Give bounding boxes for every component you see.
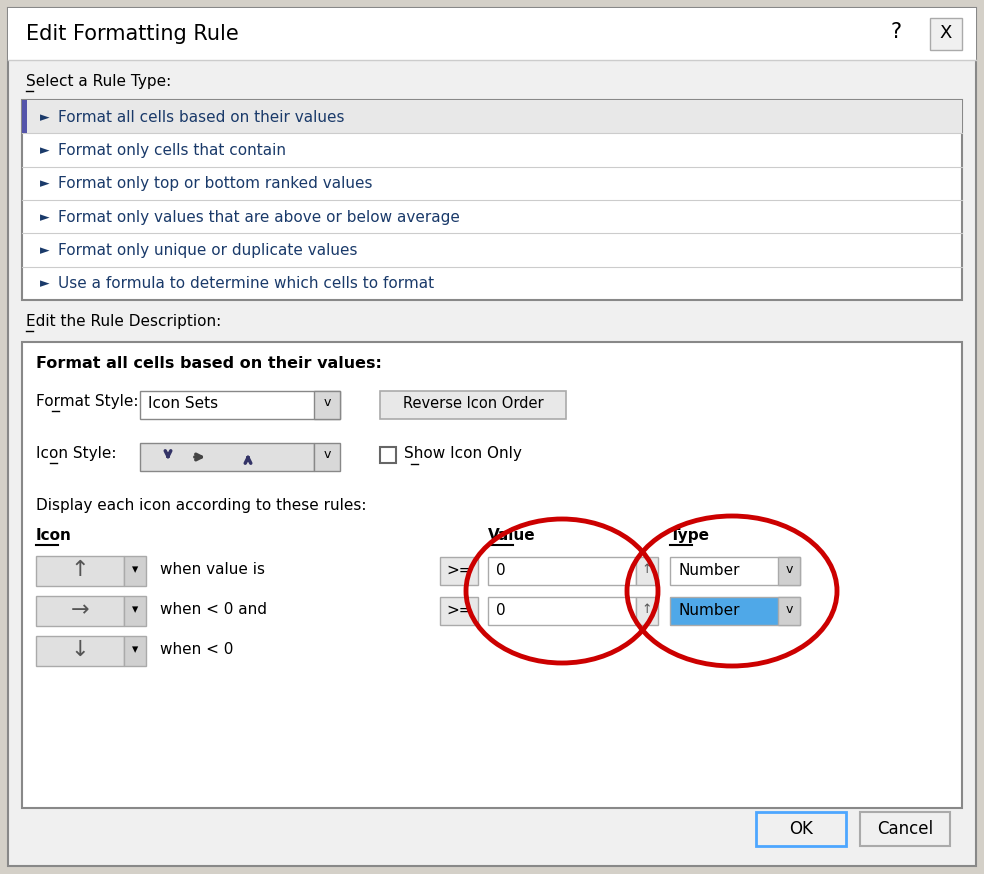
Text: ?: ? [891,22,901,42]
Text: Format Style:: Format Style: [36,394,139,409]
FancyBboxPatch shape [22,100,962,300]
Text: Select a Rule Type:: Select a Rule Type: [26,74,171,89]
FancyBboxPatch shape [440,597,478,625]
Text: Reverse Icon Order: Reverse Icon Order [402,396,543,411]
Text: >=: >= [447,563,471,578]
Text: ►: ► [40,177,49,191]
Text: v: v [324,448,331,461]
Text: Format only cells that contain: Format only cells that contain [58,143,286,158]
FancyBboxPatch shape [124,596,146,626]
Text: ▾: ▾ [132,643,138,656]
Text: Format all cells based on their values:: Format all cells based on their values: [36,356,382,371]
Text: Icon Style:: Icon Style: [36,446,116,461]
Text: Number: Number [678,563,740,578]
Text: when < 0: when < 0 [160,642,233,657]
Text: →: → [71,600,90,620]
Text: Value: Value [488,528,535,543]
Text: X: X [940,24,953,42]
Text: Type: Type [670,528,710,543]
Text: Number: Number [678,603,740,618]
Text: ►: ► [40,244,49,257]
Text: Cancel: Cancel [877,820,933,838]
FancyBboxPatch shape [314,391,340,419]
Text: Format only top or bottom ranked values: Format only top or bottom ranked values [58,177,373,191]
Text: Icon Sets: Icon Sets [148,396,218,411]
Text: Edit the Rule Description:: Edit the Rule Description: [26,314,221,329]
FancyBboxPatch shape [756,812,846,846]
Text: when < 0 and: when < 0 and [160,602,267,617]
Text: ▾: ▾ [132,563,138,576]
FancyBboxPatch shape [140,443,314,471]
Text: OK: OK [789,820,813,838]
FancyBboxPatch shape [27,100,962,134]
Text: Icon: Icon [36,528,72,543]
FancyBboxPatch shape [8,8,976,60]
Text: ►: ► [40,211,49,224]
Text: Use a formula to determine which cells to format: Use a formula to determine which cells t… [58,276,434,291]
FancyBboxPatch shape [380,447,396,463]
Text: ↑: ↑ [642,603,652,616]
Text: Format only values that are above or below average: Format only values that are above or bel… [58,210,460,225]
FancyBboxPatch shape [636,557,658,585]
Text: 0: 0 [496,563,506,578]
FancyBboxPatch shape [636,597,658,625]
FancyBboxPatch shape [778,557,800,585]
Text: v: v [785,563,793,576]
FancyBboxPatch shape [860,812,950,846]
FancyBboxPatch shape [488,557,636,585]
FancyBboxPatch shape [36,556,124,586]
Text: when value is: when value is [160,562,265,577]
Text: ►: ► [40,111,49,123]
Text: >=: >= [447,603,471,618]
Text: 0: 0 [496,603,506,618]
FancyBboxPatch shape [22,100,27,133]
Text: ↓: ↓ [71,640,90,660]
FancyBboxPatch shape [22,342,962,808]
Text: Format only unique or duplicate values: Format only unique or duplicate values [58,243,357,258]
FancyBboxPatch shape [8,8,976,866]
Text: ►: ► [40,144,49,157]
Text: Format all cells based on their values: Format all cells based on their values [58,109,344,125]
Text: ↑: ↑ [642,563,652,576]
FancyBboxPatch shape [488,597,636,625]
FancyBboxPatch shape [670,557,800,585]
FancyBboxPatch shape [124,636,146,666]
Text: ▾: ▾ [132,603,138,616]
Text: v: v [785,603,793,616]
Text: v: v [324,396,331,409]
FancyBboxPatch shape [670,597,800,625]
FancyBboxPatch shape [778,597,800,625]
Text: ►: ► [40,277,49,290]
Text: ↑: ↑ [71,560,90,580]
FancyBboxPatch shape [440,557,478,585]
Text: Display each icon according to these rules:: Display each icon according to these rul… [36,498,366,513]
FancyBboxPatch shape [124,556,146,586]
Text: Edit Formatting Rule: Edit Formatting Rule [26,24,239,44]
FancyBboxPatch shape [140,391,340,419]
FancyBboxPatch shape [380,391,566,419]
Text: Show Icon Only: Show Icon Only [404,446,522,461]
FancyBboxPatch shape [930,18,962,50]
FancyBboxPatch shape [36,636,124,666]
FancyBboxPatch shape [314,443,340,471]
FancyBboxPatch shape [36,596,124,626]
